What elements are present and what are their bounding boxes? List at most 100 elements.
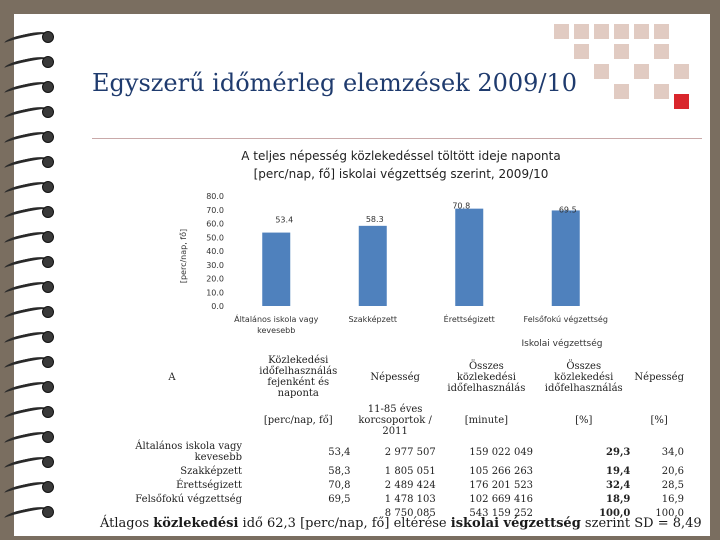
bar-value-label: 53.4 [275,216,293,225]
y-tick-label: 30.0 [206,261,224,270]
cell-total-minutes: 543 159 252 [469,507,534,519]
table-header-cell: [minute] [464,414,509,426]
bar [551,210,580,306]
cell-time: 58,3 [328,465,351,477]
binding-ring [3,104,56,123]
binding-hole [42,131,54,143]
binding-ring [3,429,56,448]
table-row: [perc/nap, fő] 11-85 éves korcsoportok / … [100,400,686,440]
decor-square [634,64,649,79]
binding-hole [42,281,54,293]
binding-hole [42,206,54,218]
binding-hole [42,156,54,168]
binding-hole [42,231,54,243]
bar-chart: A teljes népesség közlekedéssel töltött … [178,144,624,354]
decor-square [674,64,689,79]
binding-hole [42,81,54,93]
binding-hole [42,381,54,393]
binding-hole [42,181,54,193]
x-tick-label: Felsőfokú végzettség [524,314,608,324]
decor-square [654,84,669,99]
binding-ring [3,54,56,73]
cell-population: 2 489 424 [384,479,436,491]
title-divider [92,138,702,139]
binding-ring [3,279,56,298]
binding-hole [42,256,54,268]
binding-ring [3,29,56,48]
bar [455,208,484,306]
bar [262,232,291,306]
y-axis-label: [perc/nap, fő] [179,229,188,283]
data-table-body: A Közlekedési időfelhasználás fejenként é… [100,354,686,520]
binding-ring [3,354,56,373]
summary-footer: Átlagos közlekedési idő 62,3 [perc/nap, … [100,516,702,531]
chart-svg: A teljes népesség közlekedéssel töltött … [179,149,608,349]
cell-percent: 29,3 [606,446,631,458]
bar-value-label: 58.3 [366,215,384,224]
y-tick-label: 80.0 [206,192,224,201]
binding-ring [3,379,56,398]
footer-text-2: idő 62,3 [perc/nap, fő] eltérése [238,516,451,531]
binding-hole [42,456,54,468]
binding-hole [42,506,54,518]
decor-square [614,84,629,99]
binding-ring [3,79,56,98]
cell-population: 1 805 051 [384,465,436,477]
cell-percent: 18,9 [606,493,631,505]
cell-percent: 32,4 [606,479,631,491]
cell-total-minutes: 176 201 523 [469,479,534,491]
decor-square [574,24,589,39]
cell-population-percent: 20,6 [661,465,684,477]
slide: Egyszerű időmérleg elemzések 2009/10 A t… [14,14,710,536]
table-header-cell: [perc/nap, fő] [263,414,333,426]
decor-square [574,44,589,59]
x-tick-label: Szakképzett [348,314,397,324]
binding-hole [42,481,54,493]
cell-population-percent: 34,0 [661,446,684,458]
y-tick-label: 70.0 [206,206,224,215]
table-header-cell: Népesség [370,371,420,383]
cell-time: 70,8 [328,479,351,491]
decor-square [654,24,669,39]
binding-ring [3,204,56,223]
cell-population-percent: 28,5 [661,479,684,491]
decor-square [654,44,669,59]
table-header-cell: Népesség [634,371,684,383]
table-header-cell: A [168,371,176,383]
cell-total-minutes: 102 669 416 [469,493,534,505]
table-row: 8 750 085 543 159 252 100,0 100,0 [100,506,686,520]
data-table: A Közlekedési időfelhasználás fejenként é… [100,354,686,520]
binding-ring [3,404,56,423]
y-tick-label: 10.0 [206,288,224,297]
y-tick-label: 50.0 [206,233,224,242]
footer-bold-2: iskolai végzettség [450,516,581,531]
binding-ring [3,504,56,523]
decor-square [614,44,629,59]
chart-marks: 0.0 10.0 20.0 30.0 40.0 50.0 60.0 70.0 80.0 53.4 Á… [206,192,608,335]
table-row: Érettségizett 70,8 2 489 424 176 201 523 32,… [100,478,686,492]
binding-ring [3,129,56,148]
table-header-cell: Összes közlekedési időfelhasználás [544,360,623,394]
x-tick-label: Általános iskola vagy [234,313,319,324]
binding-hole [42,331,54,343]
decor-square [594,24,609,39]
cell-population-percent: 100,0 [655,507,684,519]
decor-square [634,24,649,39]
table-row: Általános iskola vagy kevesebb 53,4 2 977 … [100,440,686,464]
cell-total-minutes: 105 266 263 [469,465,534,477]
cell-population: 1 478 103 [384,493,436,505]
table-header-cell [100,400,244,440]
binding-ring [3,304,56,323]
binding-ring [3,329,56,348]
binding-hole [42,31,54,43]
binding-ring [3,479,56,498]
decor-square [674,94,689,109]
y-tick-label: 0.0 [211,302,224,311]
bar [358,225,387,306]
table-header-cell: Közlekedési időfelhasználás fejenként és… [259,355,338,399]
table-header-cell: [%] [650,414,668,426]
x-tick-label: kevesebb [257,326,295,335]
binding-ring [3,179,56,198]
decor-square [554,24,569,39]
binding-ring [3,229,56,248]
